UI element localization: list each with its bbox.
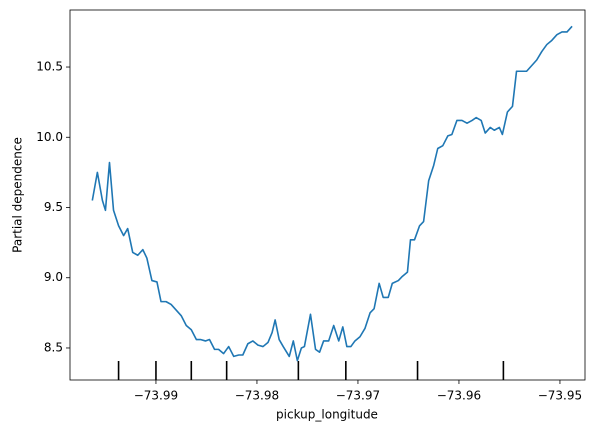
y-axis-label: Partial dependence: [11, 137, 25, 253]
x-tick-label: −73.96: [437, 389, 481, 403]
y-tick-label: 10.5: [36, 60, 63, 74]
plot-frame: [69, 9, 586, 381]
y-tick-label: 9.0: [44, 270, 63, 284]
x-axis-label: pickup_longitude: [276, 408, 378, 422]
pd-line: [91, 25, 573, 362]
x-tick-label: −73.97: [336, 389, 380, 403]
x-tick-label: −73.98: [235, 389, 279, 403]
x-tick-label: −73.95: [538, 389, 582, 403]
y-tick-label: 10.0: [36, 130, 63, 144]
y-tick-label: 8.5: [44, 340, 63, 354]
y-tick-label: 9.5: [44, 200, 63, 214]
x-tick-label: −73.99: [134, 389, 178, 403]
